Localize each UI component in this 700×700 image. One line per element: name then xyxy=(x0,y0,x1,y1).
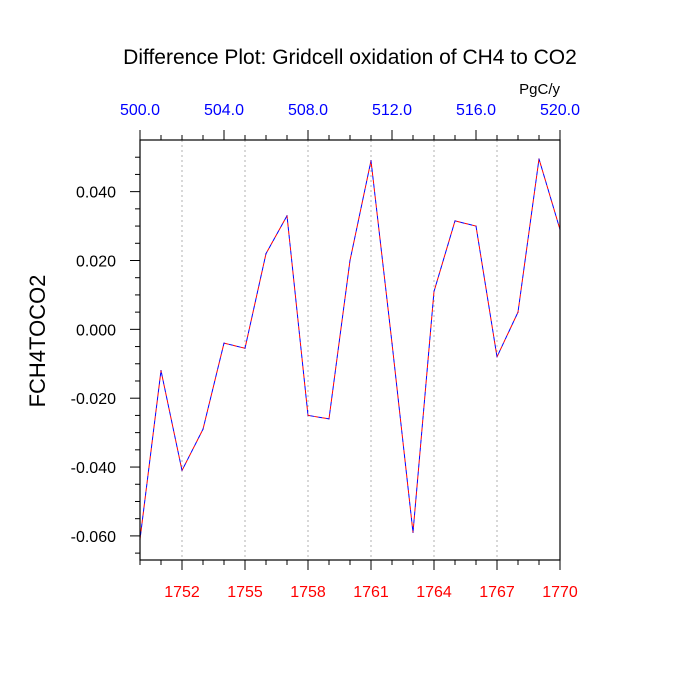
plot-frame xyxy=(139,139,561,561)
data-point xyxy=(349,259,351,262)
data-point xyxy=(391,342,393,344)
data-point xyxy=(517,311,519,313)
data-point xyxy=(223,342,225,344)
data-point xyxy=(538,158,540,160)
data-point xyxy=(160,370,162,372)
y-axis-label: FCH4TOCO2 xyxy=(25,275,50,408)
data-point xyxy=(433,290,435,293)
x-top-tick-label: 508.0 xyxy=(288,102,328,119)
data-point xyxy=(202,428,204,430)
y-tick-label: -0.040 xyxy=(71,460,116,477)
data-point xyxy=(454,220,456,222)
x-bottom-tick-label: 1755 xyxy=(227,584,263,601)
y-tick-label: -0.020 xyxy=(71,391,116,408)
y-tick-label: -0.060 xyxy=(71,529,116,546)
data-point xyxy=(496,356,498,358)
x-top-tick-label: 512.0 xyxy=(372,102,412,119)
data-point xyxy=(370,160,372,162)
data-point xyxy=(265,253,267,255)
y-tick-label: 0.040 xyxy=(76,185,116,202)
x-bottom-tick-label: 1770 xyxy=(542,584,578,601)
axis-ticks xyxy=(130,130,561,570)
units-label: PgC/y xyxy=(519,81,560,98)
x-bottom-tick-label: 1767 xyxy=(479,584,515,601)
chart-title: Difference Plot: Gridcell oxidation of C… xyxy=(123,46,577,69)
x-top-tick-label: 504.0 xyxy=(204,102,244,119)
x-bottom-tick-label: 1761 xyxy=(353,584,389,601)
x-top-tick-label: 516.0 xyxy=(456,102,496,119)
series-line-red xyxy=(139,158,561,540)
data-point xyxy=(412,531,414,534)
data-point xyxy=(244,347,246,349)
data-point xyxy=(286,215,288,217)
data-point xyxy=(307,414,309,417)
x-bottom-tick-label: 1758 xyxy=(290,584,326,601)
tick-labels: 1752 1755 1758 1761 1764 1767 1770 500.0 504.0 50… xyxy=(71,102,580,601)
y-tick-label: 0.000 xyxy=(76,322,116,339)
grid-lines xyxy=(181,140,498,560)
y-tick-label: 0.020 xyxy=(76,253,116,270)
data-point xyxy=(328,418,330,420)
x-top-tick-label: 500.0 xyxy=(120,102,160,119)
x-bottom-tick-label: 1764 xyxy=(416,584,452,601)
data-point xyxy=(475,225,477,227)
data-point xyxy=(181,469,183,472)
x-bottom-tick-label: 1752 xyxy=(164,584,200,601)
x-top-tick-label: 520.0 xyxy=(540,102,580,119)
